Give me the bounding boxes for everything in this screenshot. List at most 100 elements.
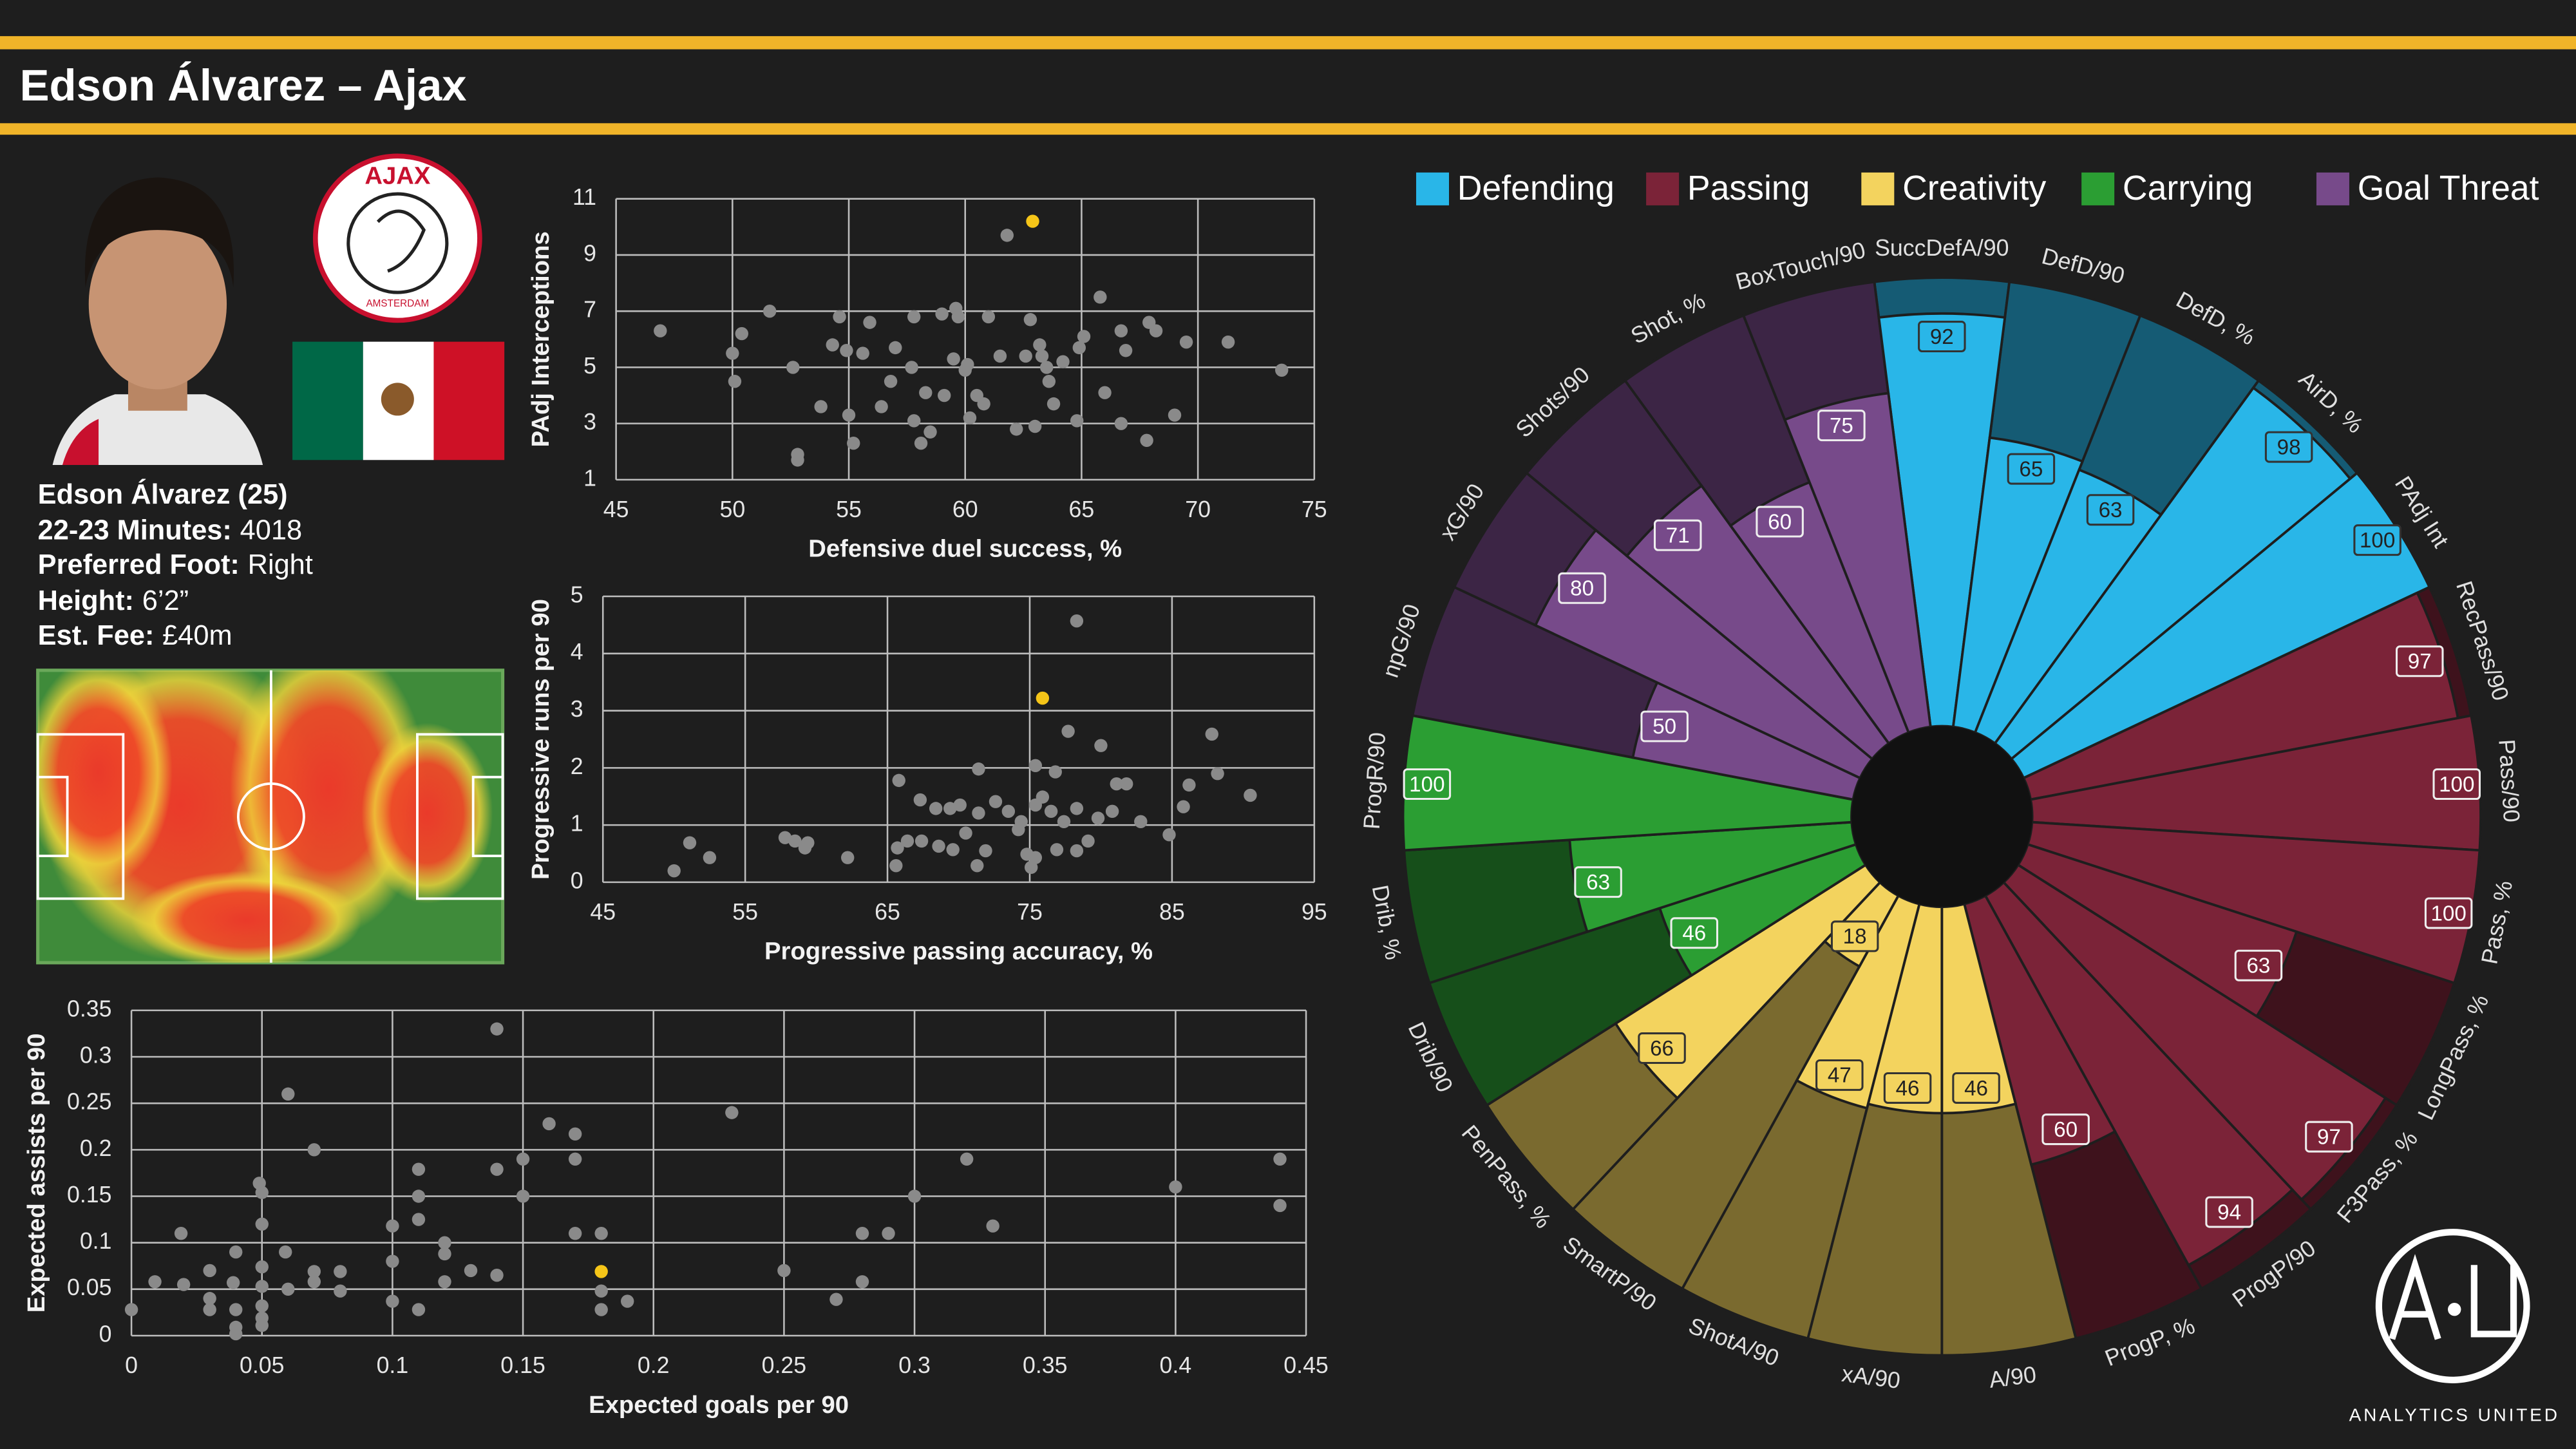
scatter-point [1179, 335, 1193, 349]
profile-label: Est. Fee: [38, 620, 155, 651]
segment-label: Pass/90 [2494, 739, 2524, 823]
scatter-point [1061, 724, 1075, 738]
value-label-box [1653, 519, 1702, 551]
scatter-point [438, 1236, 451, 1249]
scatter-point [907, 310, 921, 324]
segment [1568, 820, 1858, 934]
scatter-point [1114, 417, 1128, 430]
x-axis-title: Defensive duel success, % [808, 535, 1122, 563]
scatter-point [777, 1264, 791, 1278]
value-label-box [1638, 1032, 1686, 1065]
scatter-point [1026, 214, 1039, 228]
scatter-point [972, 806, 985, 820]
scatter-point [1000, 229, 1014, 242]
y-tick-label: 0.2 [80, 1135, 112, 1161]
value-label-box [1403, 768, 1452, 800]
scatter-point [1221, 335, 1235, 349]
scatter-point [856, 346, 869, 360]
scatter-point [229, 1327, 243, 1341]
scatter-point [386, 1219, 399, 1233]
x-tick-label: 0.3 [898, 1352, 931, 1378]
scatter-point [1275, 363, 1289, 377]
scatter-point [124, 1303, 138, 1316]
scatter-point [1056, 355, 1070, 368]
value-label: 63 [2099, 498, 2123, 522]
segment [1951, 436, 2085, 734]
shirt-stripe [62, 419, 99, 465]
scatter-point [946, 843, 960, 857]
segment [1962, 894, 2117, 1166]
scatter-point [438, 1247, 451, 1261]
scatter-point [1177, 800, 1190, 813]
segment [1533, 528, 1874, 780]
scatter-point [923, 425, 937, 439]
value-label-box [2041, 1113, 2090, 1146]
scatter-point [863, 316, 876, 329]
scatter-point [1110, 777, 1123, 791]
scatter-point [255, 1260, 269, 1274]
legend-label: Goal Threat [2358, 169, 2539, 207]
scatter-point [174, 1227, 188, 1240]
profile-row: Preferred Foot: Right [38, 550, 313, 581]
x-tick-label: 70 [1185, 497, 1211, 522]
scatter-point [1044, 804, 1058, 819]
value-label: 18 [1843, 925, 1867, 949]
scatter-point [1091, 811, 1105, 825]
value-label-box [2234, 949, 2283, 981]
y-tick-label: 5 [571, 582, 583, 607]
value-label: 100 [2360, 529, 2395, 553]
page-title: Edson Álvarez – Ajax [20, 61, 467, 110]
x-tick-label: 55 [836, 497, 862, 522]
scatter-point [963, 411, 977, 425]
y-tick-label: 0 [99, 1321, 112, 1347]
x-tick-label: 45 [603, 497, 629, 522]
value-label-box [2086, 494, 2135, 526]
scatter-point [791, 453, 804, 467]
header-bar [0, 123, 2576, 135]
scatter-point [1072, 341, 1086, 355]
scatter-point [1098, 386, 1112, 399]
scatter-point [929, 802, 943, 815]
scatter-point [1105, 804, 1119, 819]
scatter-point [725, 1106, 739, 1119]
scatter-point [829, 1293, 843, 1306]
scatter-point [801, 836, 815, 849]
scatter-point [516, 1152, 530, 1166]
scatter-point [1149, 324, 1163, 337]
face [88, 218, 227, 390]
scatter-point [1094, 290, 1107, 304]
value-label: 46 [1682, 922, 1706, 945]
value-label-box [1640, 710, 1689, 743]
profile-row: Est. Fee: £40m [38, 620, 232, 651]
scatter-point [176, 1278, 191, 1291]
y-tick-label: 5 [583, 353, 596, 379]
y-tick-label: 0 [571, 867, 583, 893]
scatter-point [568, 1152, 582, 1166]
value-label: 100 [2439, 773, 2474, 797]
scatter-point [891, 841, 904, 855]
y-axis-title: Expected assists per 90 [23, 1034, 50, 1313]
scatter-point [1028, 419, 1042, 433]
value-label-box [1830, 920, 1879, 952]
scatter-point [1070, 614, 1084, 628]
scatter-point [953, 798, 967, 812]
scatter-point [1205, 727, 1218, 741]
scatter-point [914, 834, 929, 848]
scatter-point [1081, 834, 1095, 848]
scatter-point [833, 310, 846, 324]
profile-value: 6’2” [142, 586, 189, 617]
segment-label: A/90 [1987, 1361, 2038, 1393]
flag-emblem [381, 383, 414, 416]
x-tick-label: 95 [1302, 899, 1327, 925]
segment-label: SuccDefA/90 [1875, 235, 2009, 261]
scatter-point [913, 793, 927, 807]
scatter-point [1244, 788, 1257, 802]
y-tick-label: 1 [571, 811, 583, 837]
scatter-point [961, 357, 974, 372]
scatter-point [334, 1265, 347, 1278]
scatter-point [1169, 1180, 1182, 1194]
scatter-point [148, 1275, 162, 1289]
y-tick-label: 7 [583, 297, 596, 323]
scatter-point [728, 375, 742, 388]
scatter-point [568, 1127, 582, 1141]
